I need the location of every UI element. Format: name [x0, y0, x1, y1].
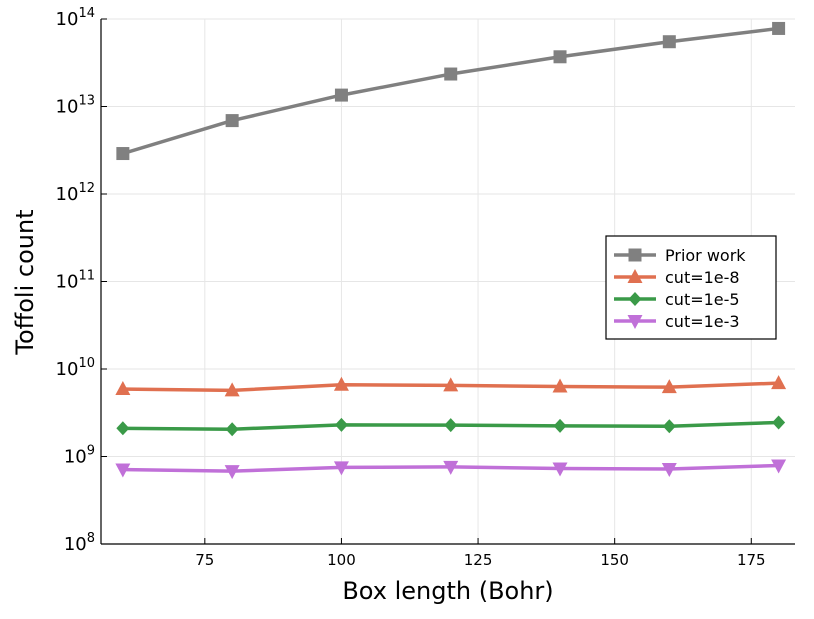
legend: Prior work cut=1e-8 cut=1e-5 cut=1e-3 — [605, 235, 777, 340]
legend-label: Prior work — [665, 246, 746, 265]
x-tick-label: 100 — [327, 551, 356, 569]
legend-item: cut=1e-3 — [614, 312, 740, 331]
data-point — [661, 379, 677, 394]
legend-label: cut=1e-3 — [665, 312, 740, 331]
x-axis-title: Box length (Bohr) — [342, 577, 553, 605]
axes: 75 100 125 150 175 108 109 1010 1011 1012 1013 1014 — [56, 6, 795, 569]
y-tick-label: 108 — [64, 531, 95, 555]
legend-swatch-marker — [627, 315, 643, 329]
legend-item: Prior work — [614, 246, 746, 265]
legend-label: cut=1e-8 — [665, 268, 740, 287]
data-point — [333, 376, 349, 391]
y-tick-label: 1010 — [56, 356, 95, 380]
data-point — [443, 377, 459, 392]
x-tick-label: 150 — [600, 551, 629, 569]
data-point — [225, 422, 239, 437]
data-point — [552, 462, 568, 477]
series-1 — [115, 375, 787, 397]
data-point — [771, 375, 787, 390]
data-point — [333, 461, 349, 476]
data-point — [444, 67, 458, 81]
x-tick-label: 75 — [195, 551, 214, 569]
series-group — [115, 21, 787, 480]
y-tick-label: 109 — [64, 444, 95, 468]
data-point — [443, 460, 459, 475]
data-point — [661, 462, 677, 477]
legend-swatch-marker — [628, 248, 642, 262]
data-point — [224, 382, 240, 397]
data-point — [553, 50, 567, 64]
y-tick-label: 1014 — [56, 6, 95, 30]
data-point — [224, 465, 240, 480]
data-point — [116, 421, 130, 436]
y-tick-label: 1012 — [56, 181, 95, 205]
data-point — [334, 88, 348, 102]
legend-swatch-marker — [627, 269, 643, 283]
data-point — [444, 418, 458, 433]
data-point — [662, 419, 676, 434]
legend-item: cut=1e-5 — [614, 290, 740, 309]
data-point — [225, 114, 239, 128]
y-tick-label: 1011 — [56, 269, 95, 293]
data-point — [772, 21, 786, 35]
y-axis-title: Toffoli count — [11, 209, 39, 355]
data-point — [115, 381, 131, 396]
x-tick-label: 125 — [464, 551, 493, 569]
y-tick-label: 1013 — [56, 94, 95, 118]
data-point — [662, 35, 676, 49]
legend-label: cut=1e-5 — [665, 290, 740, 309]
data-point — [115, 463, 131, 478]
legend-swatch-marker — [628, 292, 642, 306]
data-point — [772, 415, 786, 430]
x-tick-label: 175 — [737, 551, 766, 569]
series-0 — [116, 21, 786, 161]
data-point — [116, 147, 130, 161]
series-line — [122, 26, 779, 156]
legend-item: cut=1e-8 — [614, 268, 740, 287]
data-point — [553, 418, 567, 433]
data-point — [771, 459, 787, 474]
series-2 — [116, 415, 786, 437]
data-point — [334, 417, 348, 432]
data-point — [552, 378, 568, 393]
series-3 — [115, 459, 787, 480]
